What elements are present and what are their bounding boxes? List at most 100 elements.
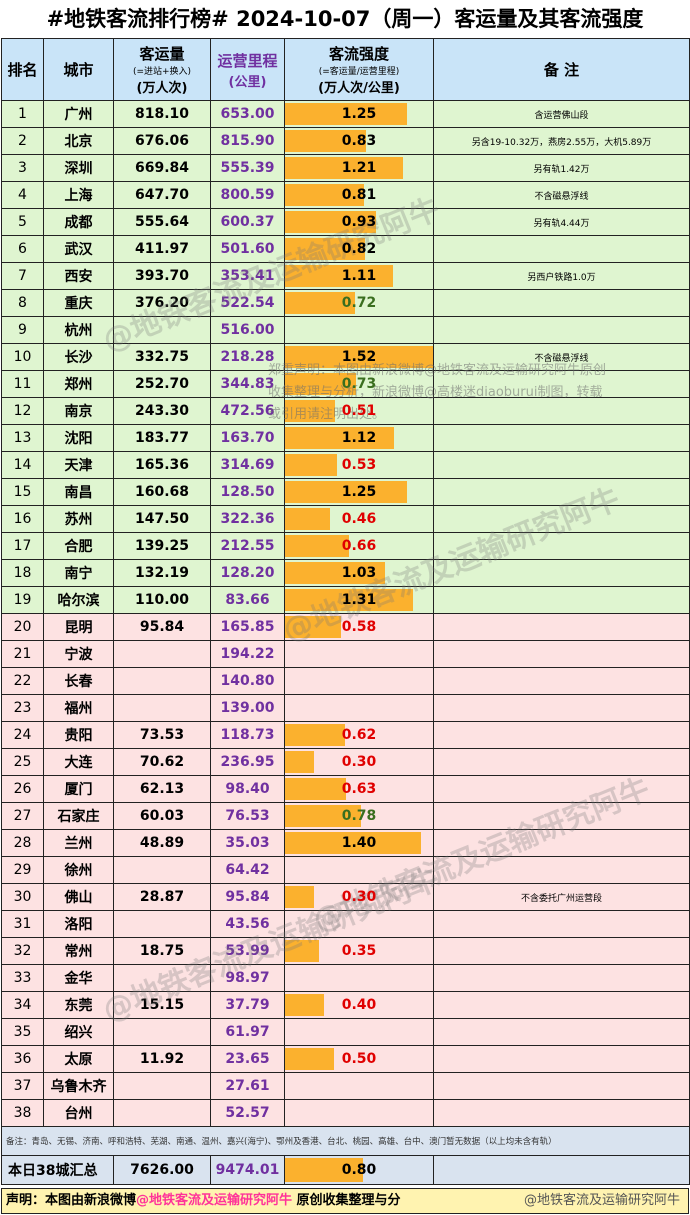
intensity-cell: 0.62	[284, 721, 434, 749]
note-cell	[433, 586, 690, 614]
table-body: 1 广州 818.10 653.00 1.25 含运营佛山段 2 北京 676.06 815.90…	[1, 100, 690, 1127]
city-cell: 天津	[43, 451, 114, 479]
mileage-cell: 165.85	[210, 613, 285, 641]
mileage-cell: 322.36	[210, 505, 285, 533]
intensity-bar	[285, 778, 347, 800]
mileage-cell: 139.00	[210, 694, 285, 722]
city-cell: 杭州	[43, 316, 114, 344]
ridership-cell: 70.62	[113, 748, 211, 776]
ridership-cell	[113, 316, 211, 344]
table-row: 18 南宁 132.19 128.20 1.03	[1, 559, 690, 587]
note-cell: 另有轨4.44万	[433, 208, 690, 236]
mileage-cell: 314.69	[210, 451, 285, 479]
mileage-cell: 128.50	[210, 478, 285, 506]
rank-cell: 9	[1, 316, 44, 344]
rank-cell: 3	[1, 154, 44, 182]
intensity-bar	[285, 211, 376, 233]
table-row: 4 上海 647.70 800.59 0.81 不含磁悬浮线	[1, 181, 690, 209]
intensity-bar	[285, 1048, 334, 1070]
total-intensity: 0.80	[341, 1162, 377, 1178]
table-row: 29 徐州 64.42	[1, 856, 690, 884]
city-cell: 苏州	[43, 505, 114, 533]
city-cell: 重庆	[43, 289, 114, 317]
table-row: 3 深圳 669.84 555.39 1.21 另有轨1.42万	[1, 154, 690, 182]
footer-suffix: 原创收集整理与分	[292, 1193, 401, 1208]
mileage-cell: 600.37	[210, 208, 285, 236]
intensity-bar	[285, 886, 315, 908]
rank-cell: 20	[1, 613, 44, 641]
intensity-cell: 1.25	[284, 100, 434, 128]
ridership-cell: 48.89	[113, 829, 211, 857]
intensity-value: 0.63	[341, 781, 377, 797]
ridership-cell	[113, 856, 211, 884]
city-cell: 哈尔滨	[43, 586, 114, 614]
mileage-cell: 83.66	[210, 586, 285, 614]
intensity-value: 1.21	[341, 160, 377, 176]
table-row: 19 哈尔滨 110.00 83.66 1.31	[1, 586, 690, 614]
ridership-cell: 252.70	[113, 370, 211, 398]
ridership-cell: 647.70	[113, 181, 211, 209]
note-cell	[433, 937, 690, 965]
table-row: 20 昆明 95.84 165.85 0.58	[1, 613, 690, 641]
mileage-cell: 815.90	[210, 127, 285, 155]
intensity-value: 0.78	[341, 808, 377, 824]
total-intensity-cell: 0.80	[284, 1155, 434, 1185]
rank-cell: 14	[1, 451, 44, 479]
ridership-cell: 73.53	[113, 721, 211, 749]
mileage-cell: 23.65	[210, 1045, 285, 1073]
ridership-cell: 376.20	[113, 289, 211, 317]
mileage-cell: 128.20	[210, 559, 285, 587]
note-cell	[433, 532, 690, 560]
city-cell: 福州	[43, 694, 114, 722]
intensity-header-label: 客流强度	[328, 45, 389, 63]
mileage-cell: 353.41	[210, 262, 285, 290]
intensity-value: 1.11	[341, 268, 377, 284]
mileage-cell: 98.97	[210, 964, 285, 992]
intensity-bar	[285, 292, 356, 314]
rank-cell: 6	[1, 235, 44, 263]
footer-brand: @地铁客流及运输研究阿牛	[136, 1193, 293, 1208]
notes-header: 备 注	[433, 38, 690, 101]
rank-cell: 13	[1, 424, 44, 452]
rank-cell: 22	[1, 667, 44, 695]
intensity-cell	[284, 667, 434, 695]
ridership-cell: 332.75	[113, 343, 211, 371]
city-cell: 绍兴	[43, 1018, 114, 1046]
note-cell	[433, 505, 690, 533]
ridership-cell: 11.92	[113, 1045, 211, 1073]
intensity-cell: 0.46	[284, 505, 434, 533]
table-row: 8 重庆 376.20 522.54 0.72	[1, 289, 690, 317]
mileage-cell: 653.00	[210, 100, 285, 128]
intensity-bar	[285, 400, 335, 422]
rank-cell: 24	[1, 721, 44, 749]
rank-header: 排名	[1, 38, 44, 101]
table-row: 27 石家庄 60.03 76.53 0.78	[1, 802, 690, 830]
table-row: 30 佛山 28.87 95.84 0.30 不含委托广州运营段	[1, 883, 690, 911]
city-cell: 常州	[43, 937, 114, 965]
note-cell	[433, 478, 690, 506]
note-cell	[433, 802, 690, 830]
mileage-cell: 212.55	[210, 532, 285, 560]
table-row: 22 长春 140.80	[1, 667, 690, 695]
intensity-cell: 0.93	[284, 208, 434, 236]
intensity-value: 0.46	[341, 511, 377, 527]
ridership-cell: 243.30	[113, 397, 211, 425]
ridership-cell	[113, 694, 211, 722]
intensity-cell: 1.40	[284, 829, 434, 857]
table-row: 23 福州 139.00	[1, 694, 690, 722]
intensity-cell: 0.40	[284, 991, 434, 1019]
intensity-bar	[285, 130, 366, 152]
mileage-cell: 555.39	[210, 154, 285, 182]
ridership-cell: 110.00	[113, 586, 211, 614]
rank-cell: 36	[1, 1045, 44, 1073]
city-cell: 南昌	[43, 478, 114, 506]
mileage-cell: 163.70	[210, 424, 285, 452]
city-cell: 昆明	[43, 613, 114, 641]
mileage-cell: 27.61	[210, 1072, 285, 1100]
table-row: 14 天津 165.36 314.69 0.53	[1, 451, 690, 479]
intensity-cell: 0.53	[284, 451, 434, 479]
note-cell	[433, 748, 690, 776]
ridership-cell: 15.15	[113, 991, 211, 1019]
city-cell: 合肥	[43, 532, 114, 560]
table-row: 13 沈阳 183.77 163.70 1.12	[1, 424, 690, 452]
